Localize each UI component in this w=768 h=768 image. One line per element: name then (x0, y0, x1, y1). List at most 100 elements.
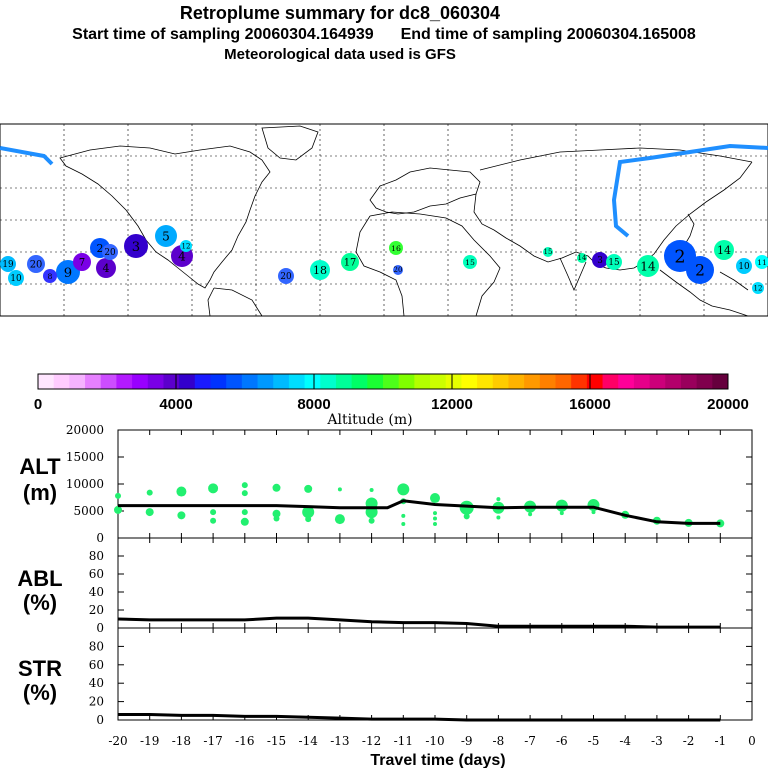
y-tick-label: 40 (89, 676, 104, 690)
plume-dot (637, 255, 659, 277)
colorbar-swatch (116, 374, 133, 389)
plume-number: 10 (10, 274, 22, 284)
alt-scatter-point (240, 517, 249, 526)
x-tick-label: 0 (748, 734, 756, 748)
colorbar-swatch (586, 374, 604, 389)
alt-scatter-point (241, 482, 248, 489)
colorbar-tick-label: 8000 (297, 396, 330, 413)
plume-dot (180, 240, 192, 252)
map-gridlines (0, 124, 768, 316)
plume-number: 3 (132, 240, 140, 255)
plume-marker: 15 (606, 254, 622, 270)
colorbar-swatch (602, 374, 619, 389)
str-series-line (118, 712, 721, 722)
colorbar-swatch (241, 374, 259, 389)
alt-scatter-point (591, 510, 596, 515)
y-axis-unit: (%) (23, 590, 57, 615)
plume-marker: 14 (637, 255, 659, 277)
alt-scatter-point (305, 516, 312, 523)
alt-scatter-point (241, 509, 248, 516)
plume-number: 8 (48, 272, 53, 281)
alt-scatter-point (459, 500, 474, 515)
plume-number: 2 (97, 242, 104, 255)
plume-marker: 15 (543, 247, 553, 257)
plume-number: 20 (280, 272, 292, 282)
colorbar-swatch (492, 374, 509, 389)
plume-marker: 11 (755, 255, 768, 269)
plume-marker: 12 (752, 282, 764, 294)
plume-number: 20 (394, 266, 403, 274)
x-tick-label: -17 (203, 734, 222, 748)
y-tick-label: 0 (96, 621, 104, 635)
y-tick-label: 20 (89, 695, 104, 709)
x-tick-label: -19 (140, 734, 159, 748)
y-tick-label: 20 (89, 603, 104, 617)
plume-dot (592, 252, 608, 268)
plume-dot (341, 253, 359, 271)
colorbar-swatch (508, 374, 525, 389)
alt-scatter-point (334, 514, 345, 525)
plume-dot (577, 253, 587, 263)
x-tick-label: -7 (524, 734, 536, 748)
alt-scatter-point (528, 512, 533, 517)
plume-marker: 3 (592, 252, 608, 268)
plume-marker: 2 (686, 256, 714, 284)
plume-number: 15 (544, 248, 553, 256)
colorbar-swatch (210, 374, 227, 389)
y-tick-label: 60 (89, 658, 104, 672)
plume-dot (124, 234, 148, 258)
plume-number: 16 (391, 244, 401, 253)
colorbar-swatch (147, 374, 164, 389)
colorbar-tick-label: 4000 (159, 396, 192, 413)
plume-number: 2 (674, 247, 685, 267)
plume-number: 11 (757, 258, 767, 267)
start-time-label: Start time of sampling 20060304.164939 (72, 26, 374, 43)
plume-marker: 10 (736, 258, 752, 274)
alt-scatter-point (430, 493, 440, 504)
colorbar-frame (37, 373, 729, 390)
colorbar-swatch (257, 374, 274, 389)
alt-scatter-point (463, 513, 470, 520)
colorbar-swatch (304, 374, 321, 389)
alt-scatter-point (145, 508, 154, 517)
plume-dot (752, 282, 764, 294)
plume-marker: 20 (393, 265, 403, 275)
x-tick-label: -16 (235, 734, 254, 748)
alt-scatter-point (208, 483, 219, 494)
colorbar-tick-label: 0 (34, 396, 42, 413)
y-tick-label: 40 (89, 585, 104, 599)
plume-number: 12 (754, 284, 763, 292)
plume-dot (463, 255, 477, 269)
alt-scatter-point (401, 513, 406, 518)
plume-dot (736, 258, 752, 274)
x-tick-label: -10 (425, 734, 444, 748)
colorbar-swatch (85, 374, 102, 389)
plume-dot (0, 256, 16, 272)
colorbar-swatch (571, 374, 588, 389)
plume-number: 3 (597, 256, 603, 266)
y-axis-label: STR (18, 656, 62, 681)
colorbar-swatch (38, 374, 55, 389)
plume-marker: 10 (8, 270, 24, 286)
alt-scatter-point (210, 509, 217, 516)
plume-marker: 12 (180, 240, 192, 252)
x-tick-label: -18 (172, 734, 191, 748)
alt-scatter-point (496, 497, 501, 502)
plume-marker: 3 (124, 234, 148, 258)
x-tick-label: -12 (362, 734, 381, 748)
plume-dot (73, 253, 91, 271)
colorbar-swatch (273, 374, 290, 389)
plume-number: 19 (2, 260, 13, 270)
colorbar-swatch (288, 374, 306, 389)
plume-marker: 14 (714, 240, 734, 260)
panel-frame (117, 537, 753, 629)
colorbar-swatch (179, 374, 196, 389)
x-tick-label: -3 (651, 734, 663, 748)
colorbar-swatch (194, 374, 211, 389)
y-axis-unit: (%) (23, 680, 57, 705)
plume-dot (278, 268, 294, 284)
plume-dot (43, 269, 57, 283)
colorbar-swatch (383, 374, 400, 389)
plume-dot (606, 254, 622, 270)
